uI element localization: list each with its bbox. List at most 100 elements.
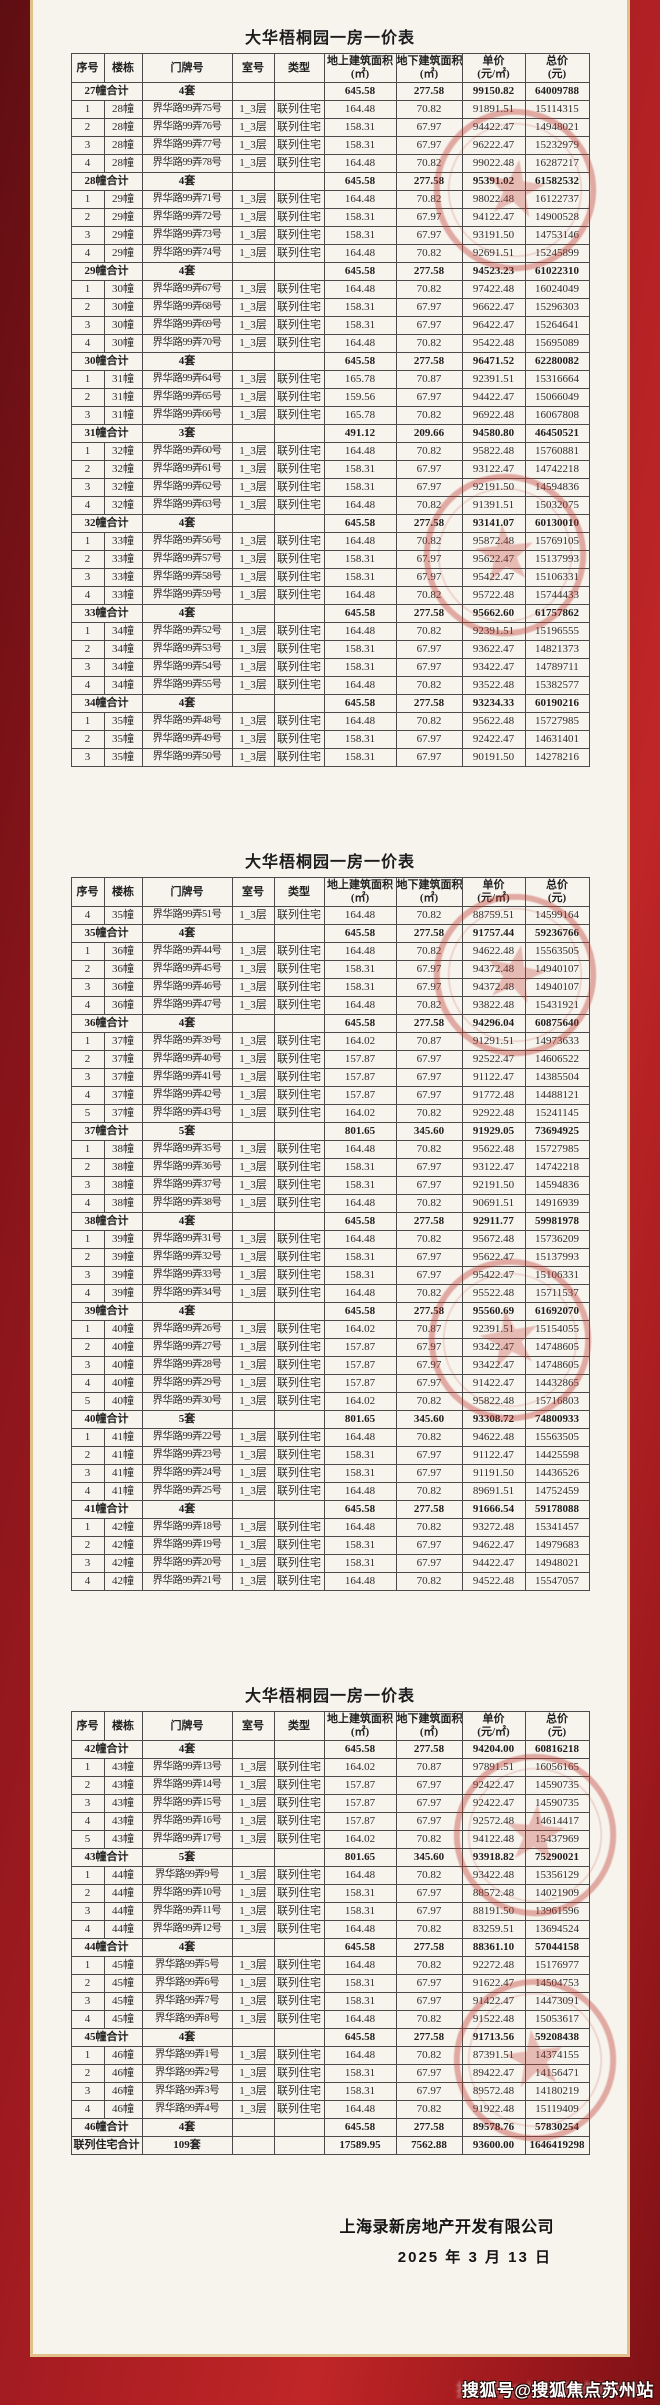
cell: 31幢 (103, 370, 143, 389)
cell (231, 1122, 275, 1141)
cell: 158.31 (323, 1974, 397, 1993)
unit-row: 5 37幢 界华路99弄43号 1_3层 联列住宅 164.02 70.82 92922.48… (70, 1104, 590, 1123)
cell: 联列住宅 (273, 2046, 325, 2065)
cell: 3 (70, 1464, 105, 1483)
cell: 70.82 (395, 280, 463, 299)
cell: 1_3层 (231, 2064, 275, 2083)
cell: 29幢合计 (70, 262, 143, 281)
cell: 32幢 (103, 496, 143, 515)
cell: 91666.54 (461, 1500, 526, 1519)
cell: 70.82 (395, 712, 463, 731)
cell: 164.48 (323, 1518, 397, 1537)
cell: 15137993 (524, 550, 590, 569)
cell: 联列住宅 (273, 906, 325, 925)
cell: 1_3层 (231, 1992, 275, 2011)
cell: 界华路99弄14号 (141, 1776, 233, 1795)
cell: 4 (70, 496, 105, 515)
document-date: 2025 年 3 月 13 日 (397, 2249, 552, 2266)
cell: 4套 (141, 1938, 233, 1957)
unit-row: 3 38幢 界华路99弄37号 1_3层 联列住宅 158.31 67.97 92191.50… (70, 1176, 590, 1195)
cell: 15356129 (524, 1866, 590, 1885)
cell: 159.56 (323, 388, 397, 407)
cell: 15716803 (524, 1392, 590, 1411)
cell: 645.58 (323, 82, 397, 101)
cell: 界华路99弄3号 (141, 2082, 233, 2101)
cell: 45幢合计 (70, 2028, 143, 2047)
cell: 界华路99弄2号 (141, 2064, 233, 2083)
cell: 15760881 (524, 442, 590, 461)
cell: 158.31 (323, 978, 397, 997)
cell: 93234.33 (461, 694, 526, 713)
cell: 3 (70, 406, 105, 425)
cell: 界华路99弄78号 (141, 154, 233, 173)
cell (273, 1740, 325, 1759)
cell: 93522.48 (461, 676, 526, 695)
cell: 联列住宅 (273, 1176, 325, 1195)
cell: 联列住宅 (273, 1830, 325, 1849)
summary-row: 37幢合计 5套 801.65 345.60 91929.05 73694925 (70, 1122, 590, 1141)
cell: 158.31 (323, 226, 397, 245)
cell: 1_3层 (231, 960, 275, 979)
cell: 14742218 (524, 460, 590, 479)
cell: 界华路99弄37号 (141, 1176, 233, 1195)
cell: 31幢 (103, 388, 143, 407)
cell: 70.82 (395, 1830, 463, 1849)
cell: 70.87 (395, 1320, 463, 1339)
cell: 1_3层 (231, 226, 275, 245)
cell: 164.48 (323, 1284, 397, 1303)
cell: 1 (70, 1320, 105, 1339)
cell: 70.82 (395, 1920, 463, 1939)
cell: 91713.56 (461, 2028, 526, 2047)
summary-row: 35幢合计 4套 645.58 277.58 91757.44 59236766 (70, 924, 590, 943)
cell: 277.58 (395, 1740, 463, 1759)
cell: 59178088 (524, 1500, 590, 1519)
cell: 67.97 (395, 568, 463, 587)
cell (231, 2028, 275, 2047)
cell: 28幢 (103, 118, 143, 137)
cell: 1_3层 (231, 2082, 275, 2101)
cell: 界华路99弄25号 (141, 1482, 233, 1501)
cell: 1_3层 (231, 1248, 275, 1267)
cell: 67.97 (395, 1050, 463, 1069)
cell: 14916939 (524, 1194, 590, 1213)
cell: 15727985 (524, 712, 590, 731)
cell: 157.87 (323, 1776, 397, 1795)
cell: 4 (70, 906, 105, 925)
cell: 164.48 (323, 334, 397, 353)
cell: 67.97 (395, 316, 463, 335)
cell: 67.97 (395, 748, 463, 767)
cell (273, 1848, 325, 1867)
cell: 15114315 (524, 100, 590, 119)
cell: 联列住宅 (273, 1140, 325, 1159)
cell: 联列住宅 (273, 1884, 325, 1903)
cell: 4套 (141, 2118, 233, 2137)
cell: 95622.47 (461, 550, 526, 569)
cell: 67.97 (395, 1554, 463, 1573)
column-header: 总价 (元) (524, 1711, 590, 1741)
cell: 95422.47 (461, 1266, 526, 1285)
cell: 93422.47 (461, 1338, 526, 1357)
cell: 联列住宅 (273, 244, 325, 263)
cell: 35幢 (103, 730, 143, 749)
cell: 70.82 (395, 1572, 463, 1591)
cell: 联列住宅 (273, 280, 325, 299)
cell: 界华路99弄8号 (141, 2010, 233, 2029)
cell: 67.97 (395, 118, 463, 137)
cell: 90691.51 (461, 1194, 526, 1213)
cell: 70.87 (395, 1758, 463, 1777)
unit-row: 4 37幢 界华路99弄42号 1_3层 联列住宅 157.87 67.97 91772.48… (70, 1086, 590, 1105)
cell: 164.02 (323, 1392, 397, 1411)
cell: 93272.48 (461, 1518, 526, 1537)
cell: 联列住宅 (273, 712, 325, 731)
cell: 16287217 (524, 154, 590, 173)
cell: 92391.51 (461, 622, 526, 641)
cell: 93622.47 (461, 640, 526, 659)
cell: 2 (70, 2064, 105, 2083)
price-table: 序号 楼栋 门牌号 室号 类型 地上建筑面积 (㎡) 地下建筑面积 (㎡) 单价 (元/㎡) 总价 (元… (70, 877, 590, 1591)
cell: 联列住宅 (273, 2010, 325, 2029)
cell: 40幢 (103, 1356, 143, 1375)
cell: 2 (70, 1536, 105, 1555)
cell: 39幢 (103, 1284, 143, 1303)
cell: 94622.48 (461, 942, 526, 961)
cell: 联列住宅 (273, 1320, 325, 1339)
